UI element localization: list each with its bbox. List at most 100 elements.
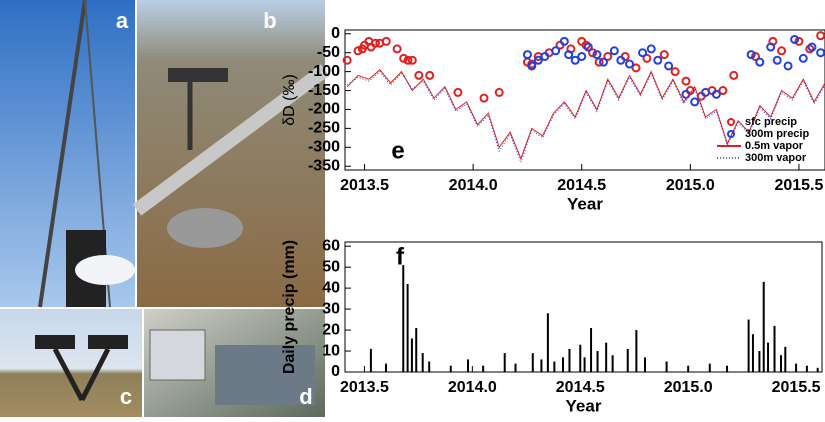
x-axis-label: Year [567,194,603,213]
x-tick-label: 2015.5 [774,177,823,194]
point [426,72,433,79]
y-tick-label: 30 [322,300,340,317]
point [415,72,422,79]
bar [644,357,646,372]
x-tick-label: 2015.5 [772,379,821,396]
point [817,49,824,56]
x-tick-label: 2013.5 [340,379,389,396]
bar [774,326,776,372]
bar [504,353,506,372]
bar [370,349,372,372]
x-axis-label: Year [566,396,602,415]
bar [562,357,564,372]
point [785,62,792,69]
panel-label: a [116,8,129,33]
point [496,89,503,96]
x-tick-label: 2014.5 [556,379,605,396]
y-tick-label: -300 [308,139,340,156]
point [639,49,646,56]
panel-label: c [120,384,132,409]
y-tick-label: -200 [308,101,340,118]
photo-a [0,0,135,307]
y-tick-label: 50 [322,258,340,275]
point [778,47,785,54]
panel-label: b [263,8,276,33]
bar [411,338,413,372]
bar [627,349,629,372]
bar [709,364,711,372]
point [394,45,401,52]
point [800,55,807,62]
bar [467,359,469,372]
bar [605,343,607,372]
bar [540,359,542,372]
point [661,51,668,58]
bar [532,353,534,372]
legend-label: 300m precip [745,128,809,140]
y-tick-label: 20 [322,321,340,338]
x-tick-label: 2013.5 [340,177,389,194]
bar [817,368,819,372]
point [817,32,824,39]
bar [584,357,586,372]
bar [612,355,614,372]
legend-marker [728,131,734,137]
point [730,72,737,79]
bar [780,355,782,372]
point [481,95,488,102]
bar [407,284,409,372]
x-tick-label: 2014.0 [449,177,498,194]
point [578,53,585,60]
bar [415,328,417,372]
x-tick-label: 2014.5 [557,177,606,194]
bar [428,362,430,372]
y-tick-label: -150 [308,82,340,99]
bar [795,364,797,372]
bar [763,282,765,372]
point [691,98,698,105]
bar [579,345,581,372]
y-tick-label: -250 [308,120,340,137]
y-tick-label: 40 [322,279,340,296]
legend-label: 300m vapor [745,152,807,164]
point [756,59,763,66]
y-tick-label: 10 [322,342,340,359]
y-axis-label: δD (‰) [281,74,298,126]
panel-annotation: e [391,137,404,164]
point [682,78,689,85]
chart: 0-50-100-150-200-250-300-3502013.52014.0… [281,25,825,213]
bar [666,362,668,372]
point [454,89,461,96]
x-tick-label: 2015.0 [664,379,713,396]
panel-label: d [299,384,312,409]
bar [590,328,592,372]
bar [422,353,424,372]
y-tick-label: -100 [308,63,340,80]
legend-label: sfc precip [745,116,797,128]
bar [726,366,728,372]
y-tick-label: -50 [317,44,340,61]
bar [482,366,484,372]
y-tick-label: 0 [331,25,340,42]
point [524,51,531,58]
x-tick-label: 2015.0 [666,177,715,194]
bar [547,313,549,372]
bar [806,366,808,372]
y-tick-label: 0 [331,363,340,380]
point [665,62,672,69]
bar [767,343,769,372]
point [654,57,661,64]
bar [553,362,555,372]
x-tick-label: 2014.0 [448,379,497,396]
point [774,57,781,64]
bar [385,364,387,372]
point [626,61,633,68]
legend-label: 0.5m vapor [745,140,804,152]
bar [748,320,750,372]
bar [752,334,754,372]
bar [515,364,517,372]
bar [687,366,689,372]
point [611,47,618,54]
bar [402,265,404,372]
